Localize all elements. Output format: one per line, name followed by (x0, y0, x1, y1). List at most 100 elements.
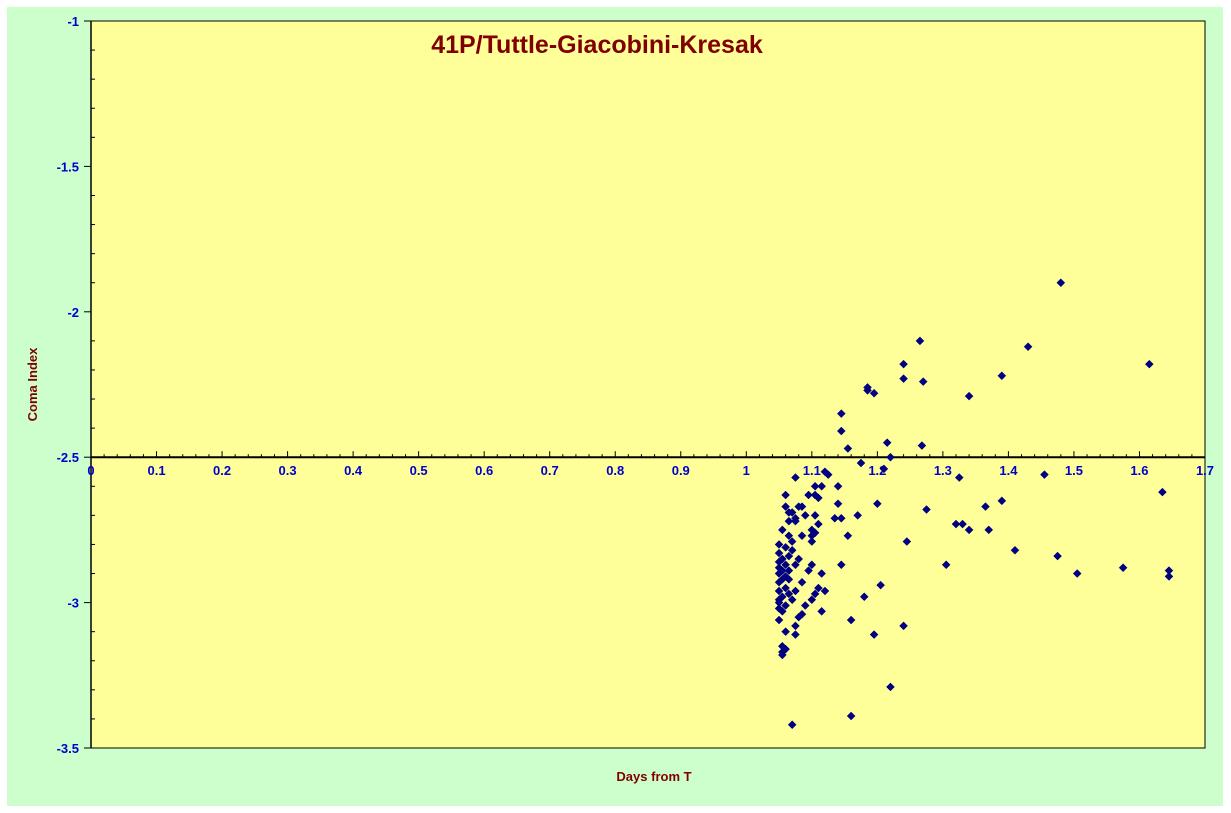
data-point (876, 580, 885, 590)
y-axis: -1 -1.5 -2 -2.5 -3 -3.5 (57, 14, 95, 756)
data-point (774, 586, 784, 596)
data-point (1056, 278, 1066, 288)
data-point (794, 612, 804, 622)
y-tick-label: -2 (67, 305, 79, 320)
x-tick-label: 0.2 (213, 463, 231, 478)
data-point (787, 537, 797, 546)
data-point (899, 621, 908, 631)
data-point (774, 540, 784, 549)
data-point (784, 551, 794, 561)
data-point (791, 621, 800, 631)
data-point (833, 481, 843, 491)
y-axis-title: Coma Index (25, 347, 40, 421)
data-point (817, 481, 827, 491)
y-tick-label: -3.5 (57, 741, 79, 756)
data-point (804, 490, 813, 500)
data-point (899, 359, 908, 369)
x-tick-label: 0.6 (475, 463, 493, 478)
data-point (833, 499, 843, 509)
data-point (886, 682, 895, 692)
data-point (781, 560, 790, 570)
x-tick-label: 0.8 (606, 463, 624, 478)
data-point (882, 438, 892, 448)
x-tick-label: 1.7 (1196, 463, 1214, 478)
data-point (869, 388, 879, 398)
data-point (863, 385, 872, 395)
data-point (1072, 569, 1082, 578)
data-point (954, 473, 964, 482)
data-point (791, 560, 800, 570)
data-point (794, 554, 804, 564)
x-tick-label: 1 (743, 463, 750, 478)
data-point (787, 508, 797, 517)
data-point (774, 615, 784, 625)
data-point (1118, 563, 1128, 573)
data-point (791, 586, 800, 596)
data-point (804, 566, 813, 575)
x-axis: 0 0.1 0.2 0.3 0.4 0.5 0.6 0.7 0.8 0.9 1 1.1 1.2 1.3 1.… (87, 451, 1214, 478)
data-point (958, 519, 967, 529)
data-point (964, 391, 974, 401)
data-point (791, 630, 800, 639)
data-point (853, 511, 863, 520)
data-point (774, 548, 784, 558)
data-point (817, 569, 827, 578)
x-tick-label: 0.3 (279, 463, 297, 478)
data-point (1023, 342, 1033, 352)
data-point (981, 502, 990, 511)
data-point (774, 577, 784, 587)
y-tick-label: -1 (67, 14, 79, 29)
data-point (814, 583, 823, 593)
data-points (774, 278, 1174, 730)
data-point (807, 537, 817, 546)
x-tick-label: 0.4 (344, 463, 363, 478)
data-point (1010, 545, 1020, 555)
data-point (872, 499, 882, 509)
data-point (856, 458, 866, 468)
data-point (787, 545, 797, 555)
data-point (781, 601, 790, 610)
data-point (784, 516, 794, 526)
data-point (814, 493, 823, 503)
data-point (784, 574, 794, 584)
data-point (830, 513, 840, 523)
data-point (800, 511, 810, 520)
data-point (810, 589, 820, 599)
data-point (797, 531, 807, 541)
data-point (1144, 359, 1154, 369)
x-tick-label: 1.1 (803, 463, 821, 478)
data-point (836, 560, 846, 570)
x-tick-label: 1.6 (1130, 463, 1148, 478)
data-point (791, 473, 800, 482)
data-point (997, 371, 1007, 381)
data-point (810, 511, 820, 520)
x-tick-label: 0.9 (672, 463, 690, 478)
data-point (784, 531, 794, 541)
data-point (922, 505, 931, 514)
data-point (781, 502, 790, 511)
data-point (1040, 470, 1049, 480)
data-point (886, 452, 895, 462)
data-point (781, 490, 790, 500)
data-point (984, 525, 994, 535)
y-tick-label: -2.5 (57, 450, 79, 465)
data-point (964, 525, 974, 535)
data-point (781, 627, 790, 637)
data-point (781, 542, 790, 552)
y-tick-label: -1.5 (57, 159, 79, 174)
data-point (820, 586, 830, 596)
chart-title: 41P/Tuttle-Giacobini-Kresak (431, 31, 763, 59)
data-point (1164, 572, 1174, 581)
plot-area (90, 20, 1206, 749)
data-point (800, 601, 810, 610)
data-point (846, 711, 856, 721)
data-point (869, 630, 879, 639)
x-tick-label: 1.4 (999, 463, 1018, 478)
data-point (941, 560, 951, 570)
data-point (797, 577, 807, 587)
x-tick-label: 0.1 (147, 463, 165, 478)
x-axis-title: Days from T (616, 769, 691, 784)
data-point (787, 595, 797, 605)
data-point (777, 650, 787, 660)
data-point (807, 595, 817, 605)
